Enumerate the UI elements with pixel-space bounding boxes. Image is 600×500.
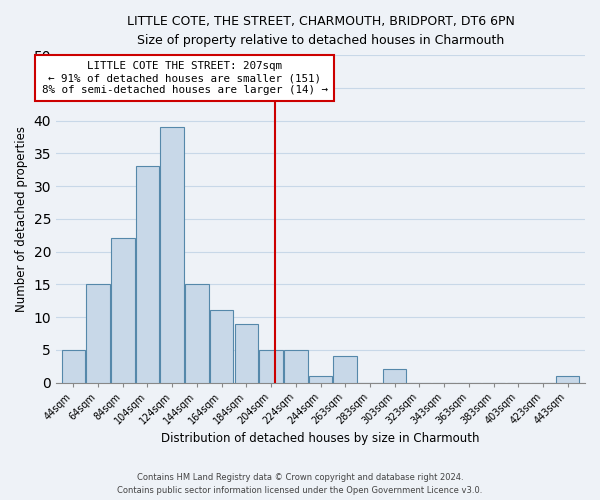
Bar: [185, 284, 209, 382]
Bar: [210, 310, 233, 382]
Bar: [111, 238, 134, 382]
Bar: [284, 350, 308, 382]
Bar: [160, 127, 184, 382]
Bar: [259, 350, 283, 382]
Title: LITTLE COTE, THE STREET, CHARMOUTH, BRIDPORT, DT6 6PN
Size of property relative : LITTLE COTE, THE STREET, CHARMOUTH, BRID…: [127, 15, 514, 47]
Bar: [235, 324, 258, 382]
Text: LITTLE COTE THE STREET: 207sqm
← 91% of detached houses are smaller (151)
8% of : LITTLE COTE THE STREET: 207sqm ← 91% of …: [41, 62, 328, 94]
Text: Contains HM Land Registry data © Crown copyright and database right 2024.
Contai: Contains HM Land Registry data © Crown c…: [118, 474, 482, 495]
Bar: [62, 350, 85, 382]
Y-axis label: Number of detached properties: Number of detached properties: [15, 126, 28, 312]
X-axis label: Distribution of detached houses by size in Charmouth: Distribution of detached houses by size …: [161, 432, 480, 445]
Bar: [334, 356, 357, 382]
Bar: [86, 284, 110, 382]
Bar: [556, 376, 580, 382]
Bar: [136, 166, 159, 382]
Bar: [309, 376, 332, 382]
Bar: [383, 370, 406, 382]
